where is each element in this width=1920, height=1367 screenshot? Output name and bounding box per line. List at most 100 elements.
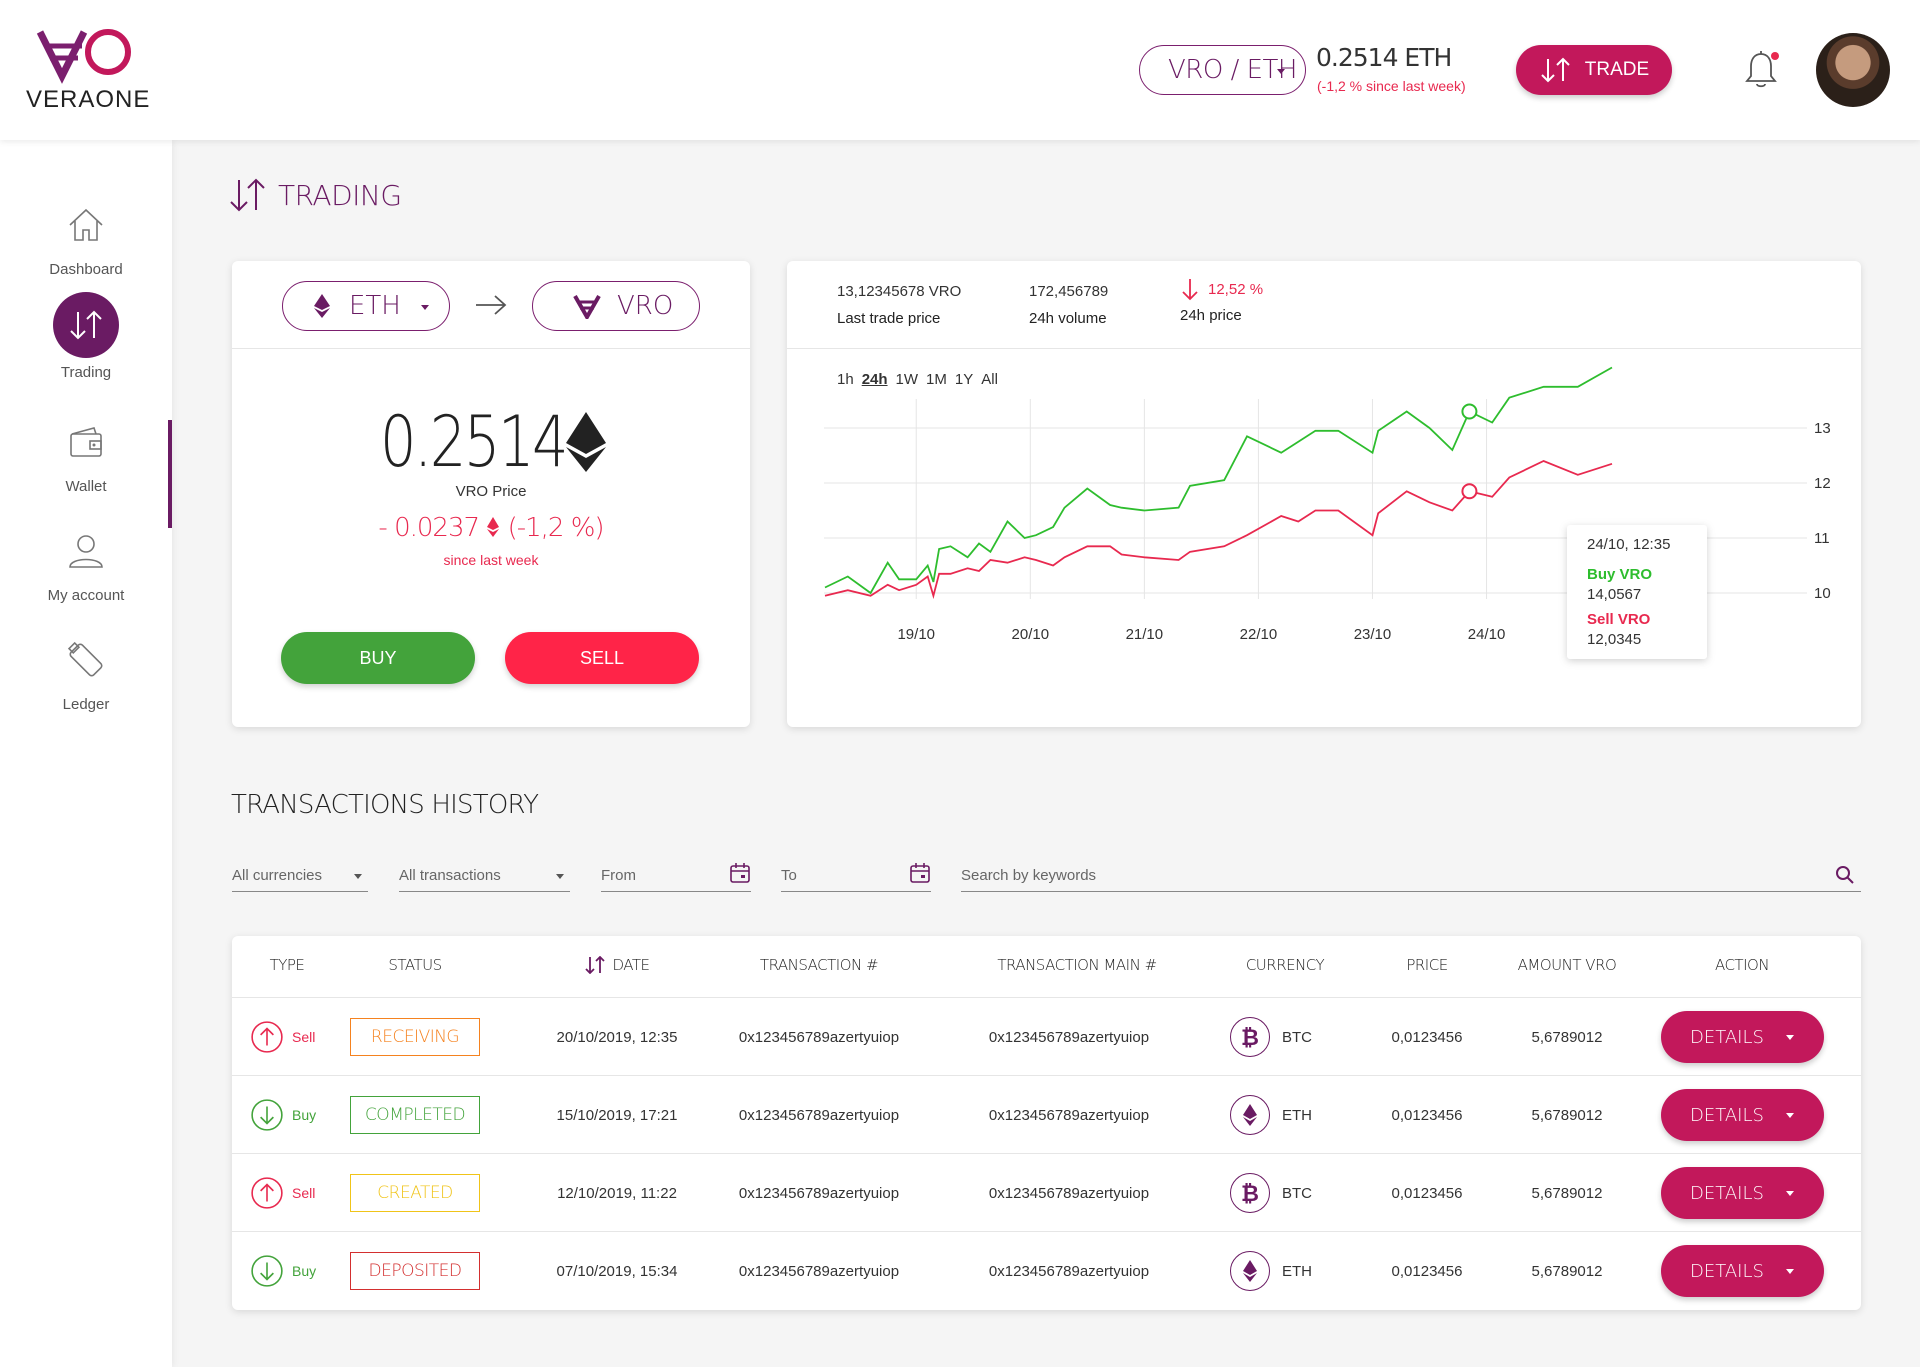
x-tick-label: 21/10 xyxy=(1126,626,1164,643)
vro-price-label: VRO Price xyxy=(455,483,527,500)
y-tick-label: 13 xyxy=(1814,420,1831,437)
trade-button-label: TRADE xyxy=(1584,59,1650,80)
currency-label: ETH xyxy=(1282,1106,1312,1124)
transaction-main-cell[interactable]: 0x123456789azertyuiop xyxy=(988,1028,1150,1046)
status-badge: RECEIVING xyxy=(350,1018,480,1056)
eth-icon xyxy=(566,412,606,472)
sell-button[interactable]: SELL xyxy=(505,632,699,684)
type-label: Sell xyxy=(292,1029,316,1045)
chevron-down-icon xyxy=(1277,69,1285,74)
column-header-action: ACTION xyxy=(1714,956,1770,974)
btc-icon: ₿ xyxy=(1241,1026,1259,1049)
sidebar-item-label: Trading xyxy=(60,364,112,381)
status-cell: DEPOSITED xyxy=(350,1232,480,1310)
from-date-field[interactable]: From xyxy=(601,860,751,892)
to-date-placeholder: To xyxy=(781,867,797,884)
from-currency-value: ETH xyxy=(349,291,401,321)
amount-cell: 5,6789012 xyxy=(1531,1028,1603,1046)
transaction-main-cell[interactable]: 0x123456789azertyuiop xyxy=(988,1262,1150,1280)
range-all[interactable]: All xyxy=(981,371,998,388)
sidebar-item-my-account[interactable]: My account xyxy=(0,521,172,604)
calendar-icon[interactable] xyxy=(909,862,931,884)
type-cell: Sell xyxy=(250,1154,360,1232)
sidebar-item-wallet[interactable]: Wallet xyxy=(0,412,172,495)
transaction-main-cell[interactable]: 0x123456789azertyuiop xyxy=(988,1184,1150,1202)
sidebar-item-trading[interactable]: Trading xyxy=(0,292,172,381)
y-tick-label: 12 xyxy=(1814,475,1831,492)
sidebar-item-label: My account xyxy=(47,587,125,604)
arrow-right-icon xyxy=(476,295,507,315)
from-date-placeholder: From xyxy=(601,867,636,884)
table-row[interactable]: Buy DEPOSITED 07/10/2019, 15:34 0x123456789… xyxy=(232,1232,1861,1310)
to-date-field[interactable]: To xyxy=(781,860,931,892)
range-24h[interactable]: 24h xyxy=(861,371,888,388)
wallet-icon xyxy=(70,427,102,457)
sell-marker xyxy=(1461,483,1478,500)
pair-select[interactable]: VRO / ETH xyxy=(1139,45,1306,95)
header-price: 0.2514 ETH xyxy=(1316,43,1452,72)
column-header-date[interactable]: DATE xyxy=(562,956,672,974)
search-icon[interactable] xyxy=(1835,865,1855,885)
status-cell: RECEIVING xyxy=(350,998,480,1076)
table-header: TYPE STATUS DATE TRANSACTION # TRANSACTI… xyxy=(232,936,1861,998)
range-1m[interactable]: 1M xyxy=(926,371,947,388)
transaction-cell[interactable]: 0x123456789azertyuiop xyxy=(738,1184,900,1202)
coin-badge: ₿ xyxy=(1230,1173,1270,1213)
buy-button[interactable]: BUY xyxy=(281,632,475,684)
details-button[interactable]: DETAILS xyxy=(1660,1089,1824,1141)
veraone-logo[interactable]: VERAONE xyxy=(26,24,152,119)
bell-icon[interactable] xyxy=(1744,50,1778,90)
chevron-down-icon xyxy=(1785,1268,1794,1274)
transaction-main-cell[interactable]: 0x123456789azertyuiop xyxy=(988,1106,1150,1124)
currency-filter[interactable]: All currencies xyxy=(232,860,368,892)
to-currency-select[interactable]: VRO xyxy=(532,281,700,331)
chevron-down-icon xyxy=(1785,1190,1794,1196)
range-selector: 1h 24h 1W 1M 1Y All xyxy=(837,371,998,388)
transaction-type-filter[interactable]: All transactions xyxy=(399,860,570,892)
range-1w[interactable]: 1W xyxy=(895,371,919,388)
transaction-cell[interactable]: 0x123456789azertyuiop xyxy=(738,1262,900,1280)
eth-icon xyxy=(1243,1260,1257,1282)
price-chart[interactable]: 10 11 12 13 19/10 20/10 21/10 22/10 23/10 24/10 24… xyxy=(787,349,1861,727)
veraone-logo-mark xyxy=(36,29,131,84)
details-button[interactable]: DETAILS xyxy=(1660,1011,1824,1063)
buy-marker xyxy=(1461,403,1478,420)
range-1y[interactable]: 1Y xyxy=(954,371,974,388)
avatar[interactable] xyxy=(1816,33,1890,107)
transactions-table: TYPE STATUS DATE TRANSACTION # TRANSACTI… xyxy=(232,936,1861,1310)
chevron-down-icon xyxy=(556,874,564,879)
active-indicator xyxy=(168,420,172,528)
table-row[interactable]: Sell CREATED 12/10/2019, 11:22 0x123456789a… xyxy=(232,1154,1861,1232)
transaction-cell[interactable]: 0x123456789azertyuiop xyxy=(738,1028,900,1046)
range-1h[interactable]: 1h xyxy=(837,371,854,388)
page-title-text: TRADING xyxy=(278,178,402,212)
currency-label: BTC xyxy=(1282,1184,1312,1202)
search-input[interactable]: Search by keywords xyxy=(961,860,1861,892)
table-row[interactable]: Buy COMPLETED 15/10/2019, 17:21 0x123456789… xyxy=(232,1076,1861,1154)
status-badge: CREATED xyxy=(350,1174,480,1212)
calendar-icon[interactable] xyxy=(729,862,751,884)
price-cell: 0,0123456 xyxy=(1391,1106,1463,1124)
details-button[interactable]: DETAILS xyxy=(1660,1245,1824,1297)
sidebar-item-ledger[interactable]: Ledger xyxy=(0,630,172,713)
details-button[interactable]: DETAILS xyxy=(1660,1167,1824,1219)
sidebar-item-dashboard[interactable]: Dashboard xyxy=(0,195,172,278)
type-cell: Buy xyxy=(250,1076,360,1154)
table-row[interactable]: Sell RECEIVING 20/10/2019, 12:35 0x12345678… xyxy=(232,998,1861,1076)
from-currency-select[interactable]: ETH xyxy=(282,281,450,331)
date-cell: 15/10/2019, 17:21 xyxy=(556,1106,678,1124)
transaction-cell[interactable]: 0x123456789azertyuiop xyxy=(738,1106,900,1124)
x-tick-label: 22/10 xyxy=(1240,626,1278,643)
tooltip-sell-value: 12,0345 xyxy=(1587,631,1641,648)
transactions-title: TRANSACTIONS HISTORY xyxy=(231,790,539,820)
currency-cell: ₿ BTC xyxy=(1230,1154,1340,1232)
price-card: ETH VRO 0.2514 VRO Price - 0.0237 (-1,2 … xyxy=(232,261,750,727)
type-cell: Sell xyxy=(250,998,360,1076)
trade-button[interactable]: TRADE xyxy=(1516,45,1672,95)
date-cell: 07/10/2019, 15:34 xyxy=(556,1262,678,1280)
status-cell: COMPLETED xyxy=(350,1076,480,1154)
brand-name: VERAONE xyxy=(26,86,151,113)
price-change: - 0.0237 (-1,2 %) xyxy=(232,513,750,543)
coin-badge xyxy=(1230,1251,1270,1291)
type-label: Buy xyxy=(292,1107,317,1123)
